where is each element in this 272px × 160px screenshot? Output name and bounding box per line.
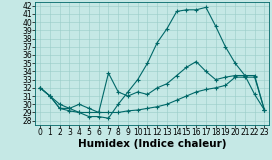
- X-axis label: Humidex (Indice chaleur): Humidex (Indice chaleur): [78, 139, 227, 149]
